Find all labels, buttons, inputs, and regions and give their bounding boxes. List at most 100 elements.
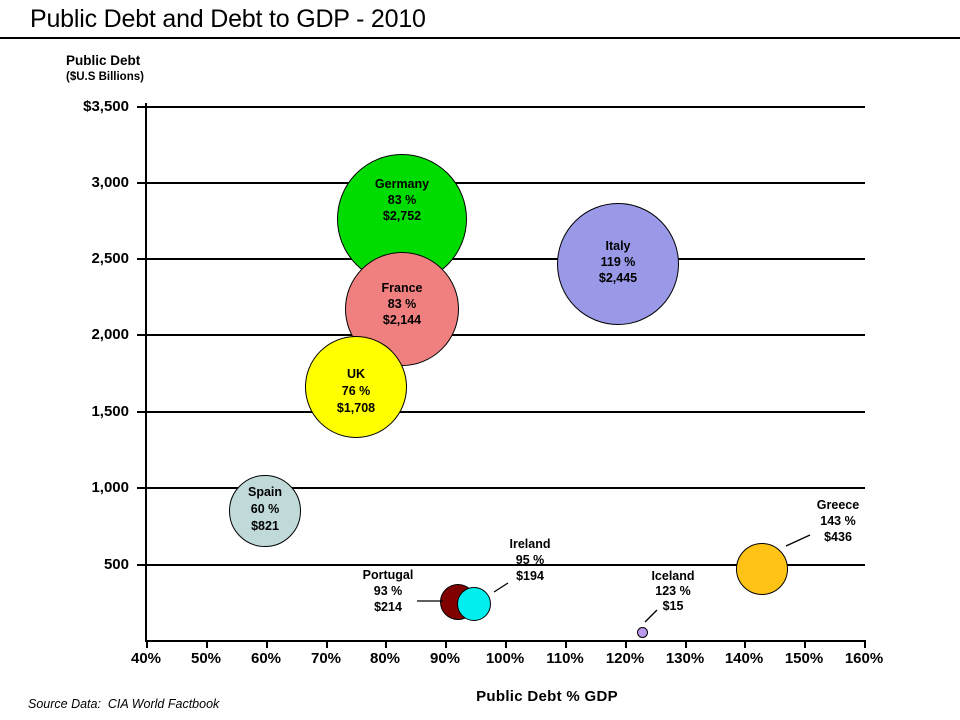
x-tick-label-80: 80% (369, 650, 401, 667)
label-spain: Spain 60 % $821 (248, 484, 282, 535)
country-debt: $194 (516, 569, 544, 583)
country-debt: $1,708 (336, 401, 376, 415)
y-tick (137, 334, 146, 336)
country-debt: $2,144 (382, 313, 422, 327)
x-tick (685, 640, 687, 648)
y-tick-label-3500: $3,500 (83, 98, 129, 115)
x-tick (146, 640, 148, 648)
x-tick (445, 640, 447, 648)
y-tick-label-500: 500 (103, 556, 129, 573)
x-tick-label-70: 70% (310, 650, 342, 667)
country-name: UK (346, 367, 366, 381)
x-tick (804, 640, 806, 648)
country-debt: $436 (824, 530, 852, 544)
x-tick-label-120: 120% (605, 650, 645, 667)
label-ireland: Ireland 95 % $194 (510, 536, 551, 584)
y-axis-units: ($U.S Billions) (66, 71, 144, 83)
label-france: France 83 % $2,144 (382, 280, 423, 328)
x-tick (505, 640, 507, 648)
country-name: Germany (374, 177, 430, 191)
country-pct: 119 % (600, 255, 636, 269)
country-name: France (381, 281, 423, 295)
bubble-uk (305, 336, 407, 438)
y-tick (137, 106, 146, 108)
x-tick-label-150: 150% (784, 650, 824, 667)
y-axis-line (145, 103, 147, 642)
gridline-3000 (146, 182, 865, 184)
y-tick (137, 258, 146, 260)
title-underline (0, 37, 960, 39)
x-tick (864, 640, 866, 648)
leader-line-ireland (493, 582, 509, 593)
gridline-2000 (146, 334, 865, 336)
gridline-2500 (146, 258, 865, 260)
x-tick (326, 640, 328, 648)
y-tick-label-3000: 3,000 (91, 174, 129, 191)
bubble-spain (229, 475, 301, 547)
country-pct: 76 % (341, 384, 371, 398)
bubble-greece (736, 543, 788, 595)
x-tick (625, 640, 627, 648)
x-tick-label-110: 110% (546, 650, 584, 667)
x-tick-label-100: 100% (485, 650, 525, 667)
y-tick-label-2000: 2,000 (91, 326, 129, 343)
y-tick (137, 411, 146, 413)
x-tick-label-90: 90% (429, 650, 461, 667)
country-name: Italy (605, 239, 631, 253)
bubble-iceland (637, 627, 648, 638)
y-tick-label-1500: 1,500 (91, 403, 129, 420)
country-name: Ireland (509, 537, 551, 551)
y-tick-label-1000: 1,000 (91, 479, 129, 496)
country-debt: $15 (662, 599, 684, 613)
label-iceland: Iceland 123 % $15 (651, 569, 694, 614)
country-name: Iceland (651, 569, 695, 583)
y-axis-title: Public Debt (66, 53, 141, 68)
x-axis-title: Public Debt % GDP (476, 688, 618, 705)
gridline-1000 (146, 487, 865, 489)
gridline-1500 (146, 411, 865, 413)
page-title: Public Debt and Debt to GDP - 2010 (30, 5, 426, 33)
label-italy: Italy 119 % $2,445 (599, 238, 637, 286)
x-tick-label-160: 160% (844, 650, 884, 667)
country-debt: $2,752 (382, 209, 422, 223)
label-portugal: Portugal 93 % $214 (363, 567, 414, 615)
country-debt: $2,445 (598, 271, 638, 285)
label-germany: Germany 83 % $2,752 (375, 176, 429, 224)
country-name: Greece (816, 498, 860, 512)
y-tick (137, 564, 146, 566)
source-note: Source Data: CIA World Factbook (28, 697, 220, 711)
x-tick (385, 640, 387, 648)
country-name: Spain (247, 485, 283, 499)
country-pct: 93 % (373, 584, 403, 598)
bubble-germany (337, 154, 467, 284)
y-tick (137, 182, 146, 184)
country-debt: $821 (251, 519, 279, 533)
country-pct: 83 % (387, 193, 417, 207)
bubble-italy (557, 203, 679, 325)
x-tick (744, 640, 746, 648)
y-tick-label-2500: 2,500 (91, 250, 129, 267)
x-tick-label-40: 40% (130, 650, 162, 667)
bubble-ireland (457, 587, 491, 621)
country-debt: $214 (374, 600, 402, 614)
label-greece: Greece 143 % $436 (817, 497, 859, 545)
y-tick (137, 487, 146, 489)
x-tick-label-130: 130% (665, 650, 705, 667)
x-tick (266, 640, 268, 648)
x-tick (565, 640, 567, 648)
x-tick (206, 640, 208, 648)
x-tick-label-140: 140% (724, 650, 764, 667)
x-tick-label-60: 60% (250, 650, 282, 667)
x-tick-label-50: 50% (190, 650, 222, 667)
gridline-3500 (146, 106, 865, 108)
country-pct: 143 % (820, 514, 856, 528)
country-pct: 123 % (655, 584, 691, 598)
country-name: Portugal (362, 568, 414, 582)
leader-line-greece (785, 534, 811, 547)
label-uk: UK 76 % $1,708 (337, 366, 375, 417)
country-pct: 95 % (515, 553, 545, 567)
country-pct: 60 % (250, 502, 280, 516)
gridline-500 (146, 564, 865, 566)
country-pct: 83 % (387, 297, 417, 311)
